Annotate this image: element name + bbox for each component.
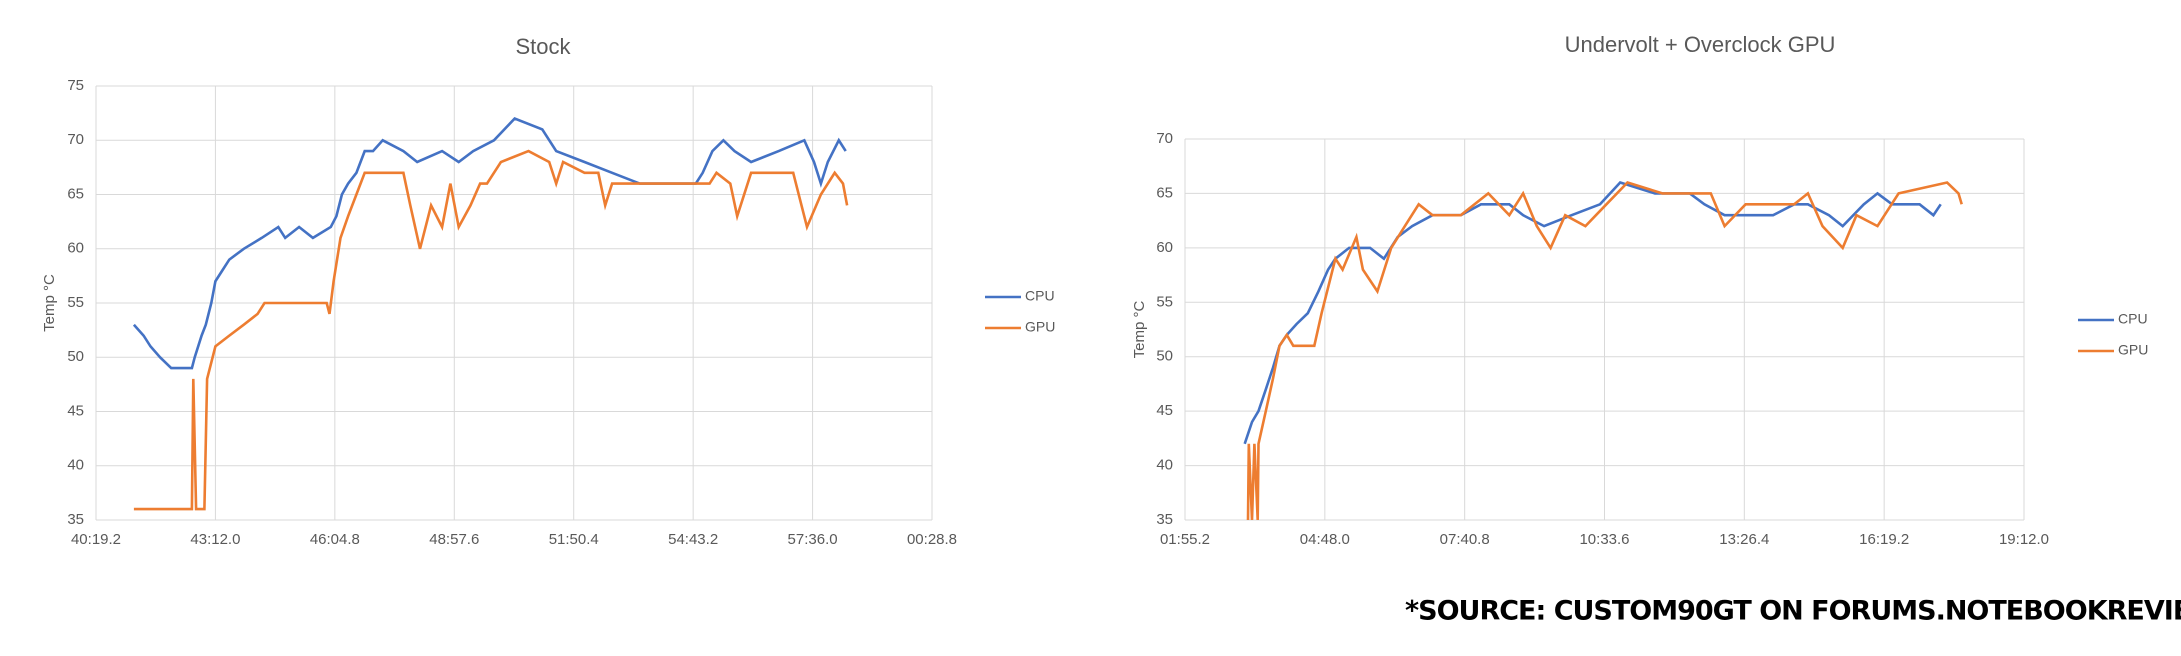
x-tick-label: 19:12.0 xyxy=(1999,531,2049,548)
x-tick-label: 10:33.6 xyxy=(1579,531,1629,548)
x-tick-label: 48:57.6 xyxy=(429,531,479,548)
x-tick-label: 00:28.8 xyxy=(907,531,957,548)
x-tick-label: 04:48.0 xyxy=(1300,531,1350,548)
y-tick-label: 60 xyxy=(67,240,84,257)
x-tick-label: 57:36.0 xyxy=(788,531,838,548)
y-axis-label: Temp °C xyxy=(41,274,58,332)
y-tick-label: 75 xyxy=(67,77,84,94)
x-tick-label: 40:19.2 xyxy=(71,531,121,548)
legend-label: CPU xyxy=(1025,288,1055,304)
chart: Stock Temp °C 35 40 45 50 55 60 65 70 75 40:19.2 43:… xyxy=(41,34,1055,548)
x-tick-label: 01:55.2 xyxy=(1160,531,1210,548)
y-tick-label: 65 xyxy=(1156,184,1173,201)
y-tick-label: 70 xyxy=(1156,130,1173,147)
x-tick-label: 07:40.8 xyxy=(1440,531,1490,548)
x-tick-label: 51:50.4 xyxy=(549,531,599,548)
line-series xyxy=(133,149,849,511)
y-tick-label: 60 xyxy=(1156,239,1173,256)
y-tick-label: 35 xyxy=(1156,511,1173,528)
y-tick-label: 55 xyxy=(67,294,84,311)
y-tick-label: 50 xyxy=(67,348,84,365)
y-tick-label: 55 xyxy=(1156,293,1173,310)
y-tick-label: 65 xyxy=(67,185,84,202)
legend-label: GPU xyxy=(2118,342,2148,358)
chart-title: Stock xyxy=(515,34,571,59)
y-tick-label: 70 xyxy=(67,131,84,148)
chart-title: Undervolt + Overclock GPU xyxy=(1565,32,1836,57)
x-tick-label: 13:26.4 xyxy=(1719,531,1769,548)
line-series xyxy=(1243,181,1942,445)
y-tick-label: 45 xyxy=(67,402,84,419)
legend-label: CPU xyxy=(2118,311,2148,327)
line-series xyxy=(1246,181,1963,521)
chart: Undervolt + Overclock GPU Temp °C 35 40 45 50… xyxy=(1131,32,2148,548)
y-tick-label: 40 xyxy=(67,457,84,474)
x-tick-label: 46:04.8 xyxy=(310,531,360,548)
y-axis-label: Temp °C xyxy=(1131,300,1148,358)
line-series xyxy=(132,116,847,370)
y-tick-label: 50 xyxy=(1156,348,1173,365)
x-tick-label: 16:19.2 xyxy=(1859,531,1909,548)
x-tick-label: 43:12.0 xyxy=(190,531,240,548)
source-note: *SOURCE: CUSTOM90GT ON FORUMS.NOTEBOOKRE… xyxy=(1405,596,2181,627)
y-tick-label: 35 xyxy=(67,511,84,528)
y-tick-label: 45 xyxy=(1156,402,1173,419)
y-tick-label: 40 xyxy=(1156,457,1173,474)
legend-label: GPU xyxy=(1025,319,1055,335)
x-tick-label: 54:43.2 xyxy=(668,531,718,548)
